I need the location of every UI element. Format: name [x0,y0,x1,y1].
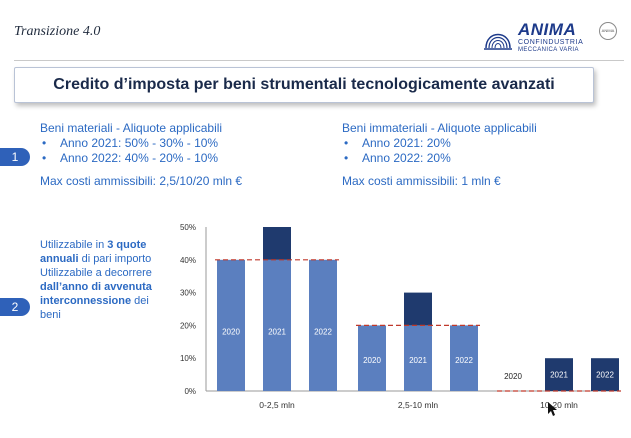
bar-label-2020: 2020 [504,372,522,381]
immaterial-max-costs: Max costi ammissibili: 1 mln € [342,174,501,188]
category-label: 2,5-10 mln [398,400,438,410]
immaterial-goods-column: Beni immateriali - Aliquote applicabili … [342,121,537,189]
header-divider [14,60,624,61]
y-tick-label: 50% [180,223,196,232]
bar-label-2022: 2022 [596,371,614,380]
usage-note: Utilizzabile in 3 quote annuali di pari … [40,239,152,321]
bar-2022 [309,259,337,391]
material-rate-2022: Anno 2022: 40% - 20% - 10% [40,151,242,166]
material-rate-2021: Anno 2021: 50% - 30% - 10% [40,136,242,151]
logo-subtitle-2: MECCANICA VARIA [518,47,579,53]
slide-title: Credito d’imposta per beni strumentali t… [14,67,594,103]
material-goods-heading: Beni materiali - Aliquote applicabili [40,121,223,135]
presentation-title: Transizione 4.0 [14,24,101,39]
immaterial-rate-2021: Anno 2021: 20% [342,136,537,151]
logo-emblem-icon [484,33,512,50]
bar-2021 [545,358,573,391]
category-label: 10-20 mln [540,400,578,410]
bar-2020 [217,259,245,391]
category-label: 0-2,5 mln [259,400,295,410]
bar-label-2022: 2022 [455,356,473,365]
bar-2020 [358,325,386,391]
bar-increment-2021 [263,227,291,260]
bar-label-2021: 2021 [550,371,568,380]
bar-increment-2021 [404,292,432,326]
bar-label-2020: 2020 [363,356,381,365]
logo-badge: ANIMA [599,22,617,40]
bar-2021 [404,325,432,391]
y-tick-label: 0% [184,387,196,396]
anima-logo: ANIMA CONFINDUSTRIA MECCANICA VARIA ANIM… [482,20,622,56]
bar-2021 [263,259,291,391]
immaterial-rate-2022: Anno 2022: 20% [342,151,537,166]
bar-label-2020: 2020 [222,328,240,337]
bar-2022 [591,358,619,391]
y-tick-label: 30% [180,289,196,298]
material-goods-column: Beni materiali - Aliquote applicabili An… [40,121,242,189]
logo-wordmark: ANIMA [518,20,577,39]
logo-subtitle-1: CONFINDUSTRIA [518,39,584,46]
immaterial-goods-heading: Beni immateriali - Aliquote applicabili [342,121,537,135]
y-tick-label: 40% [180,256,196,265]
mouse-cursor-icon [548,402,557,416]
section-marker-2: 2 [0,298,30,316]
tax-credit-chart: 0% 10% 20% 30% 40% 50% 2020 2021 2022 0-2,5 mln 20… [180,223,621,416]
bar-label-2021: 2021 [409,356,427,365]
section-marker-1: 1 [0,148,30,166]
y-tick-label: 10% [180,354,196,363]
bar-label-2022: 2022 [314,328,332,337]
material-max-costs: Max costi ammissibili: 2,5/10/20 mln € [40,174,243,188]
bar-2022 [450,325,478,391]
y-tick-label: 20% [180,321,196,330]
bar-label-2021: 2021 [268,328,286,337]
